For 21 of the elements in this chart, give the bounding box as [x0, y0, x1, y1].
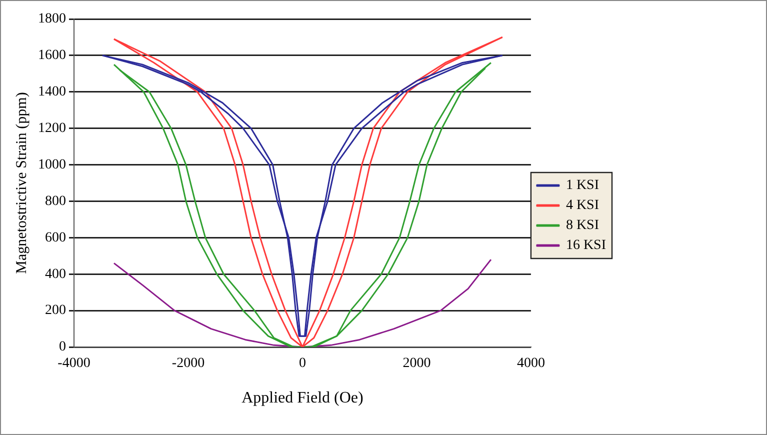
y-axis-title: Magnetostrictive Strain (ppm)	[14, 92, 30, 274]
y-tick-label: 1600	[38, 48, 66, 64]
x-tick-label: -4000	[58, 356, 90, 372]
y-tick-label: 1800	[38, 12, 66, 27]
y-tick-label: 800	[45, 194, 66, 209]
y-tick-label: 1200	[38, 121, 66, 136]
x-tick-label: 0	[298, 356, 306, 372]
y-tick-label: 0	[59, 340, 66, 355]
y-tick-label: 1000	[38, 157, 66, 172]
x-tick-label: 4000	[516, 356, 545, 372]
y-tick-label: 200	[45, 303, 66, 318]
x-tick-label: 2000	[402, 356, 431, 372]
x-tick-label: -2000	[172, 356, 205, 372]
x-axis-title: Applied Field (Oe)	[242, 390, 364, 407]
y-tick-label: 600	[45, 230, 66, 246]
legend-label: 8 KSI	[566, 218, 600, 234]
legend-label: 4 KSI	[566, 198, 600, 214]
legend-label: 1 KSI	[566, 178, 600, 194]
legend-label: 16 KSI	[566, 238, 606, 254]
y-tick-label: 1400	[38, 84, 66, 100]
y-tick-label: 400	[45, 266, 66, 282]
